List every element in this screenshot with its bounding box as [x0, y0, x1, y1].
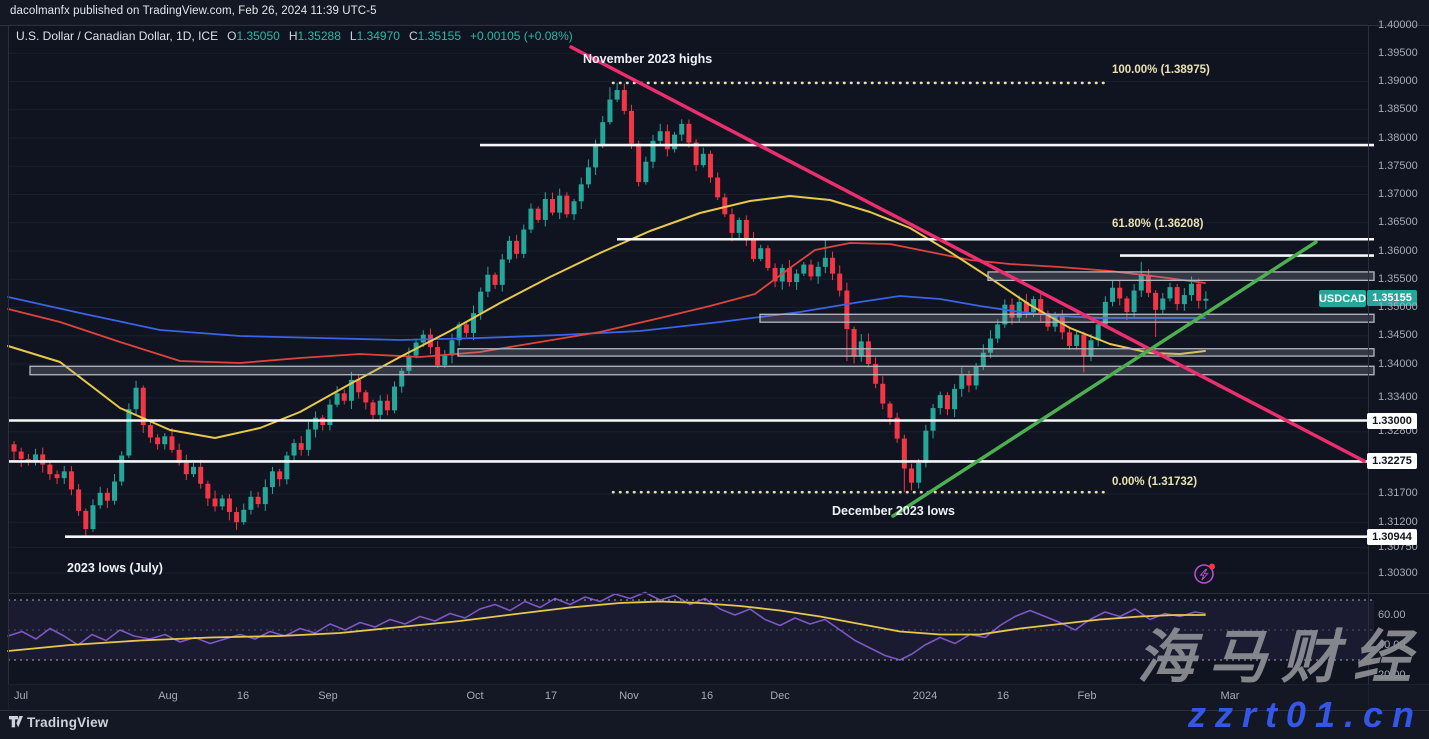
price-axis-label: 1.34000	[1378, 357, 1418, 370]
price-axis-label: 1.36500	[1378, 216, 1418, 229]
tradingview-logo-icon[interactable]	[8, 715, 24, 730]
price-axis-label: 1.39500	[1378, 46, 1418, 59]
annotation-november-highs: November 2023 highs	[583, 52, 713, 66]
last-price-label: 1.35155	[1367, 290, 1417, 306]
time-axis-label: Sep	[318, 690, 338, 702]
price-axis-label: 1.35000	[1378, 301, 1418, 313]
price-axis-label: 1.31200	[1378, 515, 1418, 528]
rsi-axis-label: 40.00	[1378, 639, 1406, 651]
watermark-url: zzrt01.cn	[1187, 694, 1423, 735]
time-axis-label: Dec	[770, 690, 790, 702]
ohlc-values: O1.35050 H1.35288 L1.34970 C1.35155	[227, 29, 461, 43]
time-axis-label: 16	[236, 690, 250, 702]
time-axis-label: Feb	[1077, 690, 1097, 702]
price-level-label: 1.30944	[1367, 528, 1417, 545]
rsi-axis-label: 60.00	[1378, 609, 1406, 621]
ohlc-item: C1.35155	[408, 29, 462, 43]
ohlc-item: H1.35288	[288, 29, 341, 43]
symbol-title: U.S. Dollar / Canadian Dollar, 1D, ICE	[16, 29, 219, 43]
ohlc-item: L1.34970	[349, 29, 400, 43]
ohlc-item: O1.35050	[227, 29, 280, 43]
price-axis-label: 1.36000	[1378, 244, 1418, 257]
time-axis-label: 17	[544, 690, 558, 702]
time-axis-label: Nov	[619, 690, 639, 702]
time-axis-label: 16	[700, 690, 714, 702]
publish-bar: dacolmanfx published on TradingView.com,…	[10, 5, 377, 17]
time-axis-label: 16	[996, 690, 1010, 702]
fib-label-100: 100.00% (1.38975)	[1112, 64, 1210, 76]
fib-label-618: 61.80% (1.36208)	[1112, 218, 1204, 230]
price-level-label: 1.33000	[1367, 412, 1417, 429]
price-axis-label: 1.37500	[1378, 159, 1418, 172]
watermark-cjk: 海马财经	[1136, 625, 1425, 690]
time-axis-label: Jul	[13, 690, 29, 702]
price-axis-label: 1.33400	[1378, 391, 1418, 404]
footer-brand[interactable]: TradingView	[27, 715, 109, 730]
rsi-axis-label: 20.00	[1378, 669, 1406, 681]
symbol-info-row[interactable]: U.S. Dollar / Canadian Dollar, 1D, ICE O…	[16, 29, 573, 43]
time-axis-label: Aug	[158, 690, 178, 702]
price-level-label: 1.32275	[1367, 453, 1417, 470]
price-axis-label: 1.38500	[1378, 103, 1418, 116]
price-axis-label: 1.31700	[1378, 487, 1418, 500]
price-axis-label: 1.30300	[1378, 566, 1418, 579]
time-axis-label: 2024	[912, 690, 938, 702]
notification-dot-icon	[1209, 563, 1215, 570]
time-axis-label: Mar	[1220, 690, 1240, 702]
price-axis-label: 1.35500	[1378, 272, 1418, 285]
annotation-december-lows: December 2023 lows	[832, 504, 955, 518]
fib-label-0: 0.00% (1.31732)	[1112, 476, 1198, 488]
price-axis-label: 1.37000	[1378, 188, 1418, 200]
flash-idea-icon	[1194, 563, 1215, 584]
price-axis-label: 1.39000	[1378, 75, 1418, 87]
price-axis-label: 1.40000	[1378, 18, 1418, 31]
price-axis-label: 1.34500	[1378, 329, 1418, 342]
price-axis-label: 1.38000	[1378, 131, 1418, 144]
time-axis-label: Oct	[466, 690, 484, 702]
annotation-2023-lows-july: 2023 lows (July)	[67, 561, 163, 575]
symbol-price-tag: USDCAD	[1319, 290, 1366, 307]
change-value: +0.00105 (+0.08%)	[470, 29, 573, 43]
